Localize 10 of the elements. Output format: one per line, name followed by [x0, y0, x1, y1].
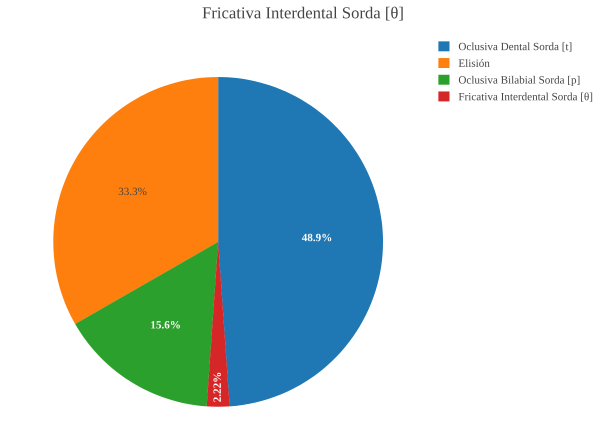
legend-label: Oclusiva Dental Sorda [t] — [458, 42, 572, 52]
legend-label: Elisión — [458, 59, 490, 67]
legend-label: Fricativa Interdental Sorda [θ] — [458, 92, 592, 102]
data-label: 33.3% — [118, 188, 147, 196]
data-label: 15.6% — [151, 321, 180, 329]
data-label: 48.9% — [302, 234, 332, 242]
legend-label: Oclusiva Bilabial Sorda [p] — [458, 76, 580, 86]
chart-title: Fricativa Interdental Sorda [θ] — [202, 6, 403, 21]
data-label: 2.22% — [213, 372, 221, 402]
pie-slice — [206, 242, 230, 407]
